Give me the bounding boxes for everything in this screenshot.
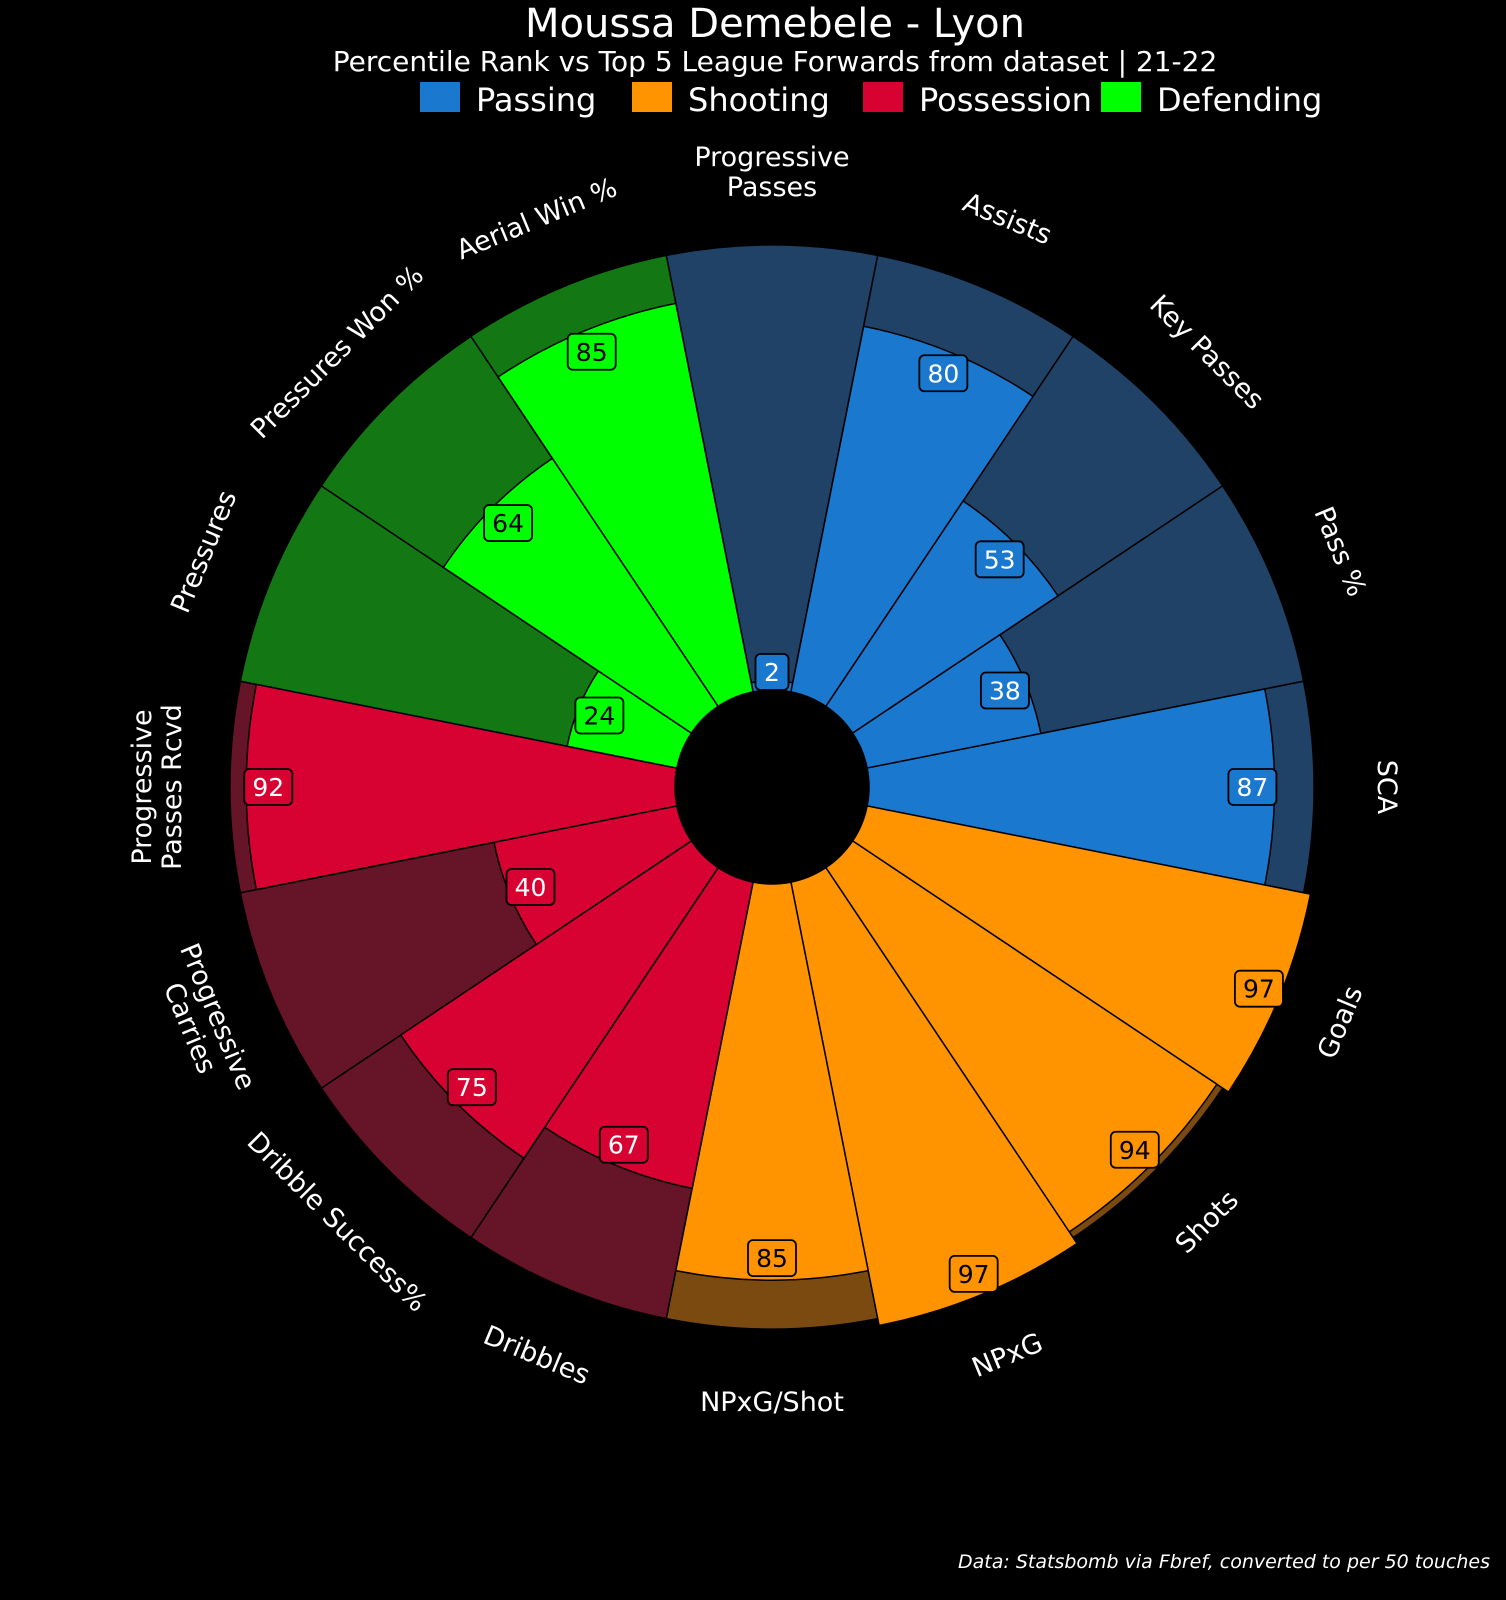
value-label-text: 64 [492, 509, 524, 538]
value-label-box [754, 653, 790, 691]
legend-swatch-possession [863, 82, 903, 112]
category-label-sca: SCA [1371, 760, 1402, 815]
value-label-box [979, 671, 1030, 710]
value-label-progressive-carries: 40 [505, 868, 556, 906]
value-label-key-passes: 53 [974, 540, 1025, 579]
value-label-pressures: 24 [574, 696, 625, 735]
legend-label-passing: Passing [476, 81, 596, 119]
category-label-aerial-win: Aerial Win % [452, 172, 622, 266]
value-label-text: 97 [1243, 975, 1275, 1004]
legend-swatch-shooting [632, 82, 672, 112]
value-label-text: 38 [989, 677, 1021, 706]
value-label-box [483, 504, 533, 542]
category-label-npxg-shot: NPxG/Shot [700, 1387, 844, 1418]
value-label-text: 67 [608, 1131, 640, 1160]
legend-label-possession: Possession [919, 81, 1092, 119]
chart-title: Moussa Demebele - Lyon [525, 1, 1025, 47]
value-label-text: 75 [456, 1073, 488, 1102]
value-label-box [974, 540, 1025, 579]
value-label-text: 2 [764, 658, 780, 687]
value-label-box [243, 768, 294, 806]
value-label-text: 87 [1237, 773, 1269, 802]
value-label-box [505, 868, 556, 906]
category-label-pass: Pass % [1307, 502, 1372, 601]
category-label-progressive-carries: ProgressiveCarries [145, 939, 261, 1106]
category-label-goals: Goals [1312, 982, 1370, 1064]
category-label-progressive-passes: Progressive Passes [694, 142, 849, 203]
category-label-progressive-passes-rcvd: ProgressivePasses Rcvd [127, 704, 188, 870]
value-label-dribbles: 67 [598, 1125, 649, 1164]
category-label-assists: Assists [958, 187, 1056, 251]
value-label-sca: 87 [1227, 768, 1278, 806]
footnote: Data: Statsbomb via Fbref, converted to … [958, 1551, 1490, 1573]
value-label-box [566, 332, 617, 371]
chart-subtitle: Percentile Rank vs Top 5 League Forwards… [333, 45, 1218, 78]
value-label-box [446, 1068, 497, 1107]
legend-swatch-passing [420, 82, 460, 112]
value-label-text: 53 [984, 545, 1016, 574]
category-label-pressures: Pressures [165, 486, 243, 617]
value-label-text: 24 [583, 701, 615, 730]
value-label-npxg-shot: 85 [747, 1239, 797, 1277]
value-label-text: 80 [927, 359, 959, 388]
value-label-text: 40 [515, 873, 547, 902]
value-label-box [948, 1255, 999, 1293]
value-label-box [574, 696, 625, 735]
legend-swatch-defending [1101, 82, 1141, 112]
value-label-assists: 80 [918, 354, 969, 393]
value-label-text: 97 [958, 1260, 990, 1289]
value-labels: 2 80 53 38 87 97 94 97 85 67 75 40 92 24 64 85 [243, 332, 1284, 1293]
legend-label-shooting: Shooting [688, 81, 830, 119]
value-label-dribble-success: 75 [446, 1068, 497, 1107]
value-label-text: 85 [576, 338, 608, 367]
category-label-npxg: NPxG [968, 1327, 1048, 1384]
value-label-box [1109, 1130, 1160, 1169]
category-label-key-passes: Key Passes [1143, 289, 1270, 416]
value-label-pass: 38 [979, 671, 1030, 710]
value-label-aerial-win: 85 [566, 332, 617, 371]
value-label-box [598, 1125, 649, 1164]
value-label-box [1227, 768, 1278, 806]
value-label-shots: 94 [1109, 1130, 1160, 1169]
value-label-text: 92 [252, 773, 284, 802]
value-label-text: 94 [1119, 1136, 1151, 1165]
value-label-npxg: 97 [948, 1255, 999, 1293]
value-label-box [747, 1239, 797, 1277]
value-label-progressive-passes-rcvd: 92 [243, 768, 294, 806]
center-hole [675, 690, 869, 884]
value-label-text: 85 [756, 1244, 788, 1273]
legend-label-defending: Defending [1157, 81, 1322, 119]
value-label-box [1234, 969, 1284, 1008]
value-label-pressures-won: 64 [483, 504, 533, 542]
value-label-box [918, 354, 969, 393]
category-label-dribbles: Dribbles [479, 1320, 594, 1391]
value-label-goals: 97 [1234, 969, 1284, 1008]
category-label-shots: Shots [1170, 1185, 1245, 1260]
value-label-progressive-passes: 2 [754, 653, 790, 691]
legend: Passing Shooting Possession Defending [420, 81, 1322, 119]
